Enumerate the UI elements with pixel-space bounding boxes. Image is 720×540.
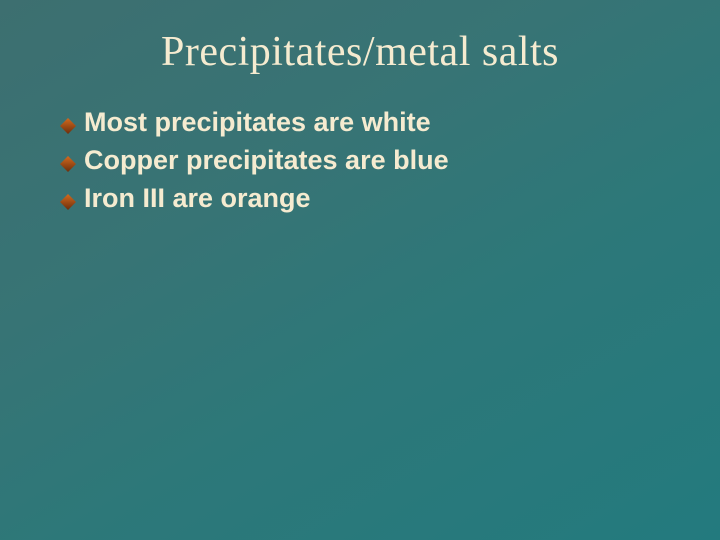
diamond-bullet-icon: [60, 118, 76, 134]
diamond-bullet-icon: [60, 156, 76, 172]
bullet-text: Copper precipitates are blue: [84, 144, 449, 178]
list-item: Most precipitates are white: [60, 106, 720, 140]
list-item: Copper precipitates are blue: [60, 144, 720, 178]
diamond-bullet-icon: [60, 194, 76, 210]
bullet-list: Most precipitates are white Copper preci…: [60, 106, 720, 215]
bullet-text: Iron III are orange: [84, 182, 311, 216]
slide: Precipitates/metal salts Most precipitat…: [0, 0, 720, 540]
list-item: Iron III are orange: [60, 182, 720, 216]
bullet-text: Most precipitates are white: [84, 106, 431, 140]
slide-title: Precipitates/metal salts: [0, 0, 720, 76]
